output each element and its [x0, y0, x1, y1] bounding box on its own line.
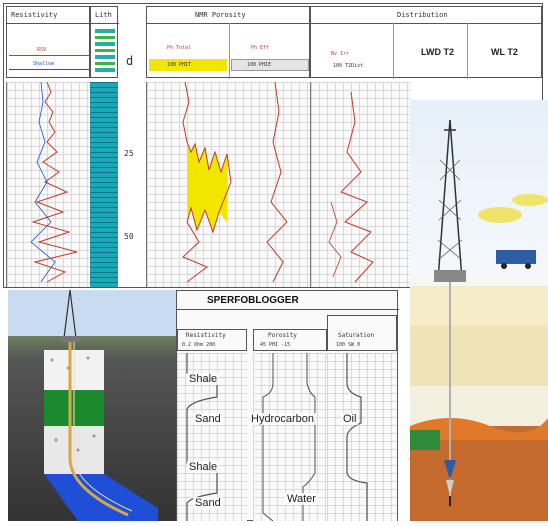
res-label2: Shallow — [33, 61, 55, 67]
nmr-title: NMR Porosity — [195, 11, 246, 19]
distribution-track — [310, 82, 411, 287]
bottom-saturation-track — [327, 353, 397, 521]
well-svg — [44, 290, 158, 521]
lith-label-sand-1: Sand — [193, 413, 223, 425]
well-diagram-illustration — [8, 290, 176, 521]
nmr-curves — [182, 81, 288, 283]
nmr-track — [146, 81, 312, 287]
bottom-log-title: SPERFOBLOGGER — [207, 295, 299, 306]
lith-track — [90, 82, 118, 287]
nmr-left-label: Ph Total — [167, 45, 192, 51]
resistivity-curves — [30, 81, 78, 283]
col-header-resistivity: Resistivity 0.2 Ohm 200 — [177, 329, 247, 351]
res-scale-line2 — [9, 69, 89, 70]
lith-legend-swatches — [95, 29, 115, 73]
nmr-header-divider — [229, 23, 230, 79]
col-header-porosity: Porosity 45 PHI -15 — [253, 329, 327, 351]
dist-divider-1 — [393, 23, 394, 79]
bottom-porosity-curves — [262, 353, 316, 522]
resistivity-header-line — [7, 23, 91, 24]
lith-header: Lith — [90, 6, 119, 78]
wl-label: WL T2 — [491, 47, 518, 57]
res-label: RS9 — [37, 47, 47, 53]
nmr-box2-label: 100 PHIE — [247, 62, 272, 68]
lith-label-sand-2: Sand — [193, 497, 223, 509]
resistivity-title: Resistivity — [11, 11, 58, 19]
lwd-label: LWD T2 — [421, 47, 454, 57]
depth-marker-d: d — [126, 54, 134, 68]
res-scale-line — [9, 55, 89, 56]
fluid-label-oil: Oil — [341, 413, 359, 425]
col-header-resistivity-label: Resistivity — [186, 332, 226, 339]
nmr-yellow-box — [149, 59, 227, 71]
depth-mark-2: 50 — [124, 232, 134, 241]
fluid-label-hydrocarbon: Hydrocarbon — [249, 413, 316, 425]
drilling-rig-illustration — [410, 100, 548, 521]
top-log-panel: Resistivity RS9 Shallow Lith d NMR Poros… — [3, 3, 543, 288]
col-header-saturation: Saturation 100 SW 0 — [327, 315, 397, 351]
resistivity-header: Resistivity RS9 Shallow — [6, 6, 91, 78]
bottom-saturation-curve — [346, 353, 368, 521]
bottom-header-line — [177, 309, 399, 310]
lith-label-shale-1: Shale — [187, 373, 220, 385]
nmr-header: NMR Porosity Ph Total Ph Eff 100 PHIT 10… — [146, 6, 311, 79]
dist-header-line — [311, 23, 543, 24]
resistivity-track — [6, 81, 92, 287]
dist-label: Bv Irr — [331, 51, 350, 57]
dist-box-label: 100 T2Dist — [333, 63, 364, 69]
dist-divider-2 — [467, 23, 468, 79]
fluid-label-water: Water — [285, 493, 318, 505]
lith-header-line — [91, 23, 119, 24]
distribution-curves — [328, 91, 374, 283]
rig-svg — [410, 119, 548, 521]
bottom-log-panel: SPERFOBLOGGER Resistivity 0.2 Ohm 200 Po… — [176, 290, 399, 522]
lith-title: Lith — [95, 11, 112, 19]
depth-mark-1: 25 — [124, 149, 134, 158]
col-header-resistivity-scale: 0.2 Ohm 200 — [182, 342, 216, 348]
distribution-title: Distribution — [397, 11, 448, 19]
lith-label-shale-2: Shale — [187, 461, 220, 473]
col-header-saturation-label: Saturation — [338, 332, 375, 339]
col-header-saturation-scale: 100 SW 0 — [336, 342, 361, 348]
col-header-porosity-label: Porosity — [268, 332, 297, 339]
nmr-right-label: Ph Eff — [251, 45, 270, 51]
col-header-porosity-scale: 45 PHI -15 — [260, 342, 291, 348]
distribution-header: Distribution Bv Irr 100 T2Dist LWD T2 WL… — [310, 6, 543, 79]
nmr-box1-label: 100 PHIT — [167, 62, 192, 68]
nmr-gray-box — [231, 59, 309, 71]
